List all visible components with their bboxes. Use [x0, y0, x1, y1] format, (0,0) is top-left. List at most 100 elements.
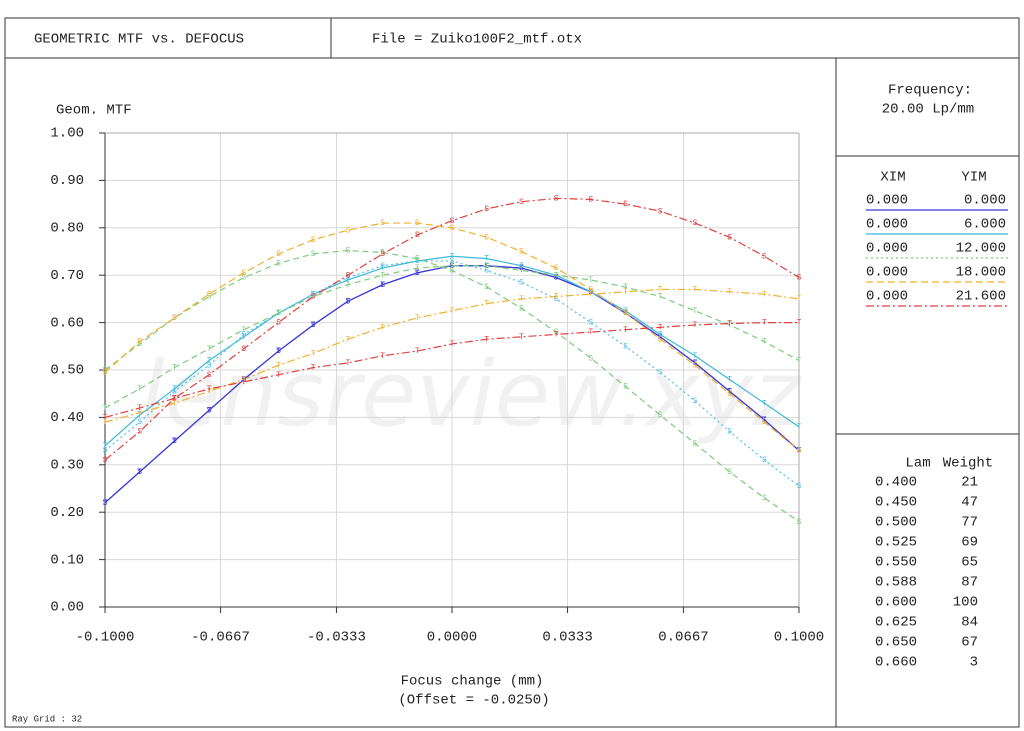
weight: 100: [953, 595, 978, 611]
curve-marker: S: [797, 274, 802, 283]
curve-marker: T: [380, 264, 385, 273]
curve-marker: S: [137, 428, 142, 437]
curve-marker: S: [311, 236, 316, 245]
y-axis-label: Geom. MTF: [56, 103, 132, 119]
curve-marker: T: [241, 378, 246, 387]
frequency-label: Frequency:: [888, 83, 972, 99]
curve-marker: T: [345, 359, 350, 368]
curve-marker: T: [797, 357, 802, 366]
y-tick-label: 0.50: [50, 363, 84, 379]
curve-marker: T: [172, 399, 177, 408]
curve-marker: T: [207, 357, 212, 366]
wavelength: 0.650: [875, 635, 917, 651]
curve-marker: S: [137, 418, 142, 427]
curve-marker: T: [241, 376, 246, 385]
curve-marker: T: [797, 295, 802, 304]
curve-marker: T: [727, 320, 732, 329]
curve-marker: S: [692, 397, 697, 406]
curve-marker: S: [554, 295, 559, 304]
y-tick-label: 0.70: [50, 268, 84, 284]
curve-marker: T: [103, 418, 108, 427]
weight: 21: [961, 475, 978, 491]
curve-marker: T: [450, 252, 455, 261]
curve-marker: T: [692, 321, 697, 330]
curve-marker: T: [797, 423, 802, 432]
curve-marker: S: [172, 387, 177, 396]
curve-marker: T: [484, 335, 489, 344]
curve-marker: S: [276, 309, 281, 318]
curve-marker: T: [241, 333, 246, 342]
curve-marker: S: [380, 281, 385, 290]
curve-marker: S: [727, 390, 732, 399]
curve-marker: S: [380, 249, 385, 258]
curve-marker: S: [207, 371, 212, 380]
y-tick-label: 0.40: [50, 410, 84, 426]
curve: [104, 197, 800, 461]
curve-marker: T: [103, 442, 108, 451]
curve-marker: S: [484, 233, 489, 242]
curve-marker: S: [519, 264, 524, 273]
curve-marker: T: [519, 262, 524, 271]
curve-marker: T: [415, 314, 420, 323]
curve-marker: S: [415, 257, 420, 266]
curve-marker: S: [554, 274, 559, 283]
curve-marker: S: [311, 290, 316, 299]
curve-marker: S: [519, 278, 524, 287]
col-header: Weight: [943, 456, 993, 472]
curve-marker: S: [172, 314, 177, 323]
curve-marker: T: [554, 271, 559, 280]
curve-marker: T: [623, 307, 628, 316]
field-x: 0.000: [866, 265, 908, 281]
curve-marker: T: [311, 364, 316, 373]
curve-marker: S: [727, 387, 732, 396]
title: GEOMETRIC MTF vs. DEFOCUS: [34, 32, 244, 48]
curve-marker: S: [241, 274, 246, 283]
curve-marker: S: [345, 226, 350, 235]
curve-marker: S: [588, 195, 593, 204]
curve-marker: T: [241, 326, 246, 335]
curve-marker: T: [623, 283, 628, 292]
curve-marker: S: [727, 233, 732, 242]
curve-marker: S: [345, 274, 350, 283]
wavelength: 0.400: [875, 475, 917, 491]
curve-marker: S: [415, 231, 420, 240]
curve-marker: T: [727, 321, 732, 330]
curve-marker: T: [450, 262, 455, 271]
curve-marker: T: [484, 262, 489, 271]
wavelength: 0.660: [875, 655, 917, 671]
weight: 77: [961, 515, 978, 531]
curve-marker: T: [207, 345, 212, 354]
curve-marker: S: [623, 383, 628, 392]
curve-marker: T: [450, 307, 455, 316]
curve-marker: S: [762, 416, 767, 425]
y-tick-label: 0.60: [50, 315, 84, 331]
curve-marker: S: [137, 468, 142, 477]
y-tick-label: 0.00: [50, 600, 84, 616]
curve-marker: S: [137, 340, 142, 349]
curve-marker: T: [692, 352, 697, 361]
curve-marker: T: [207, 387, 212, 396]
curve-marker: S: [103, 456, 108, 465]
curve-marker: S: [207, 406, 212, 415]
curve-marker: S: [727, 468, 732, 477]
field-y: 6.000: [964, 217, 1006, 233]
curve-marker: S: [658, 335, 663, 344]
curve-marker: T: [103, 404, 108, 413]
curve-marker: T: [380, 323, 385, 332]
y-tick-label: 0.20: [50, 505, 84, 521]
curve-marker: T: [519, 295, 524, 304]
curve-marker: S: [484, 283, 489, 292]
curve-marker: T: [762, 319, 767, 328]
curve-marker: S: [137, 338, 142, 347]
curve-marker: T: [588, 290, 593, 299]
curve-marker: S: [311, 293, 316, 302]
curve-marker: T: [207, 385, 212, 394]
curve: [104, 260, 800, 487]
field-x: 0.000: [866, 241, 908, 257]
curve-marker: T: [623, 288, 628, 297]
curve-marker: S: [380, 219, 385, 228]
curve-marker: T: [137, 385, 142, 394]
curve-marker: T: [276, 371, 281, 380]
curve-marker: T: [588, 276, 593, 285]
